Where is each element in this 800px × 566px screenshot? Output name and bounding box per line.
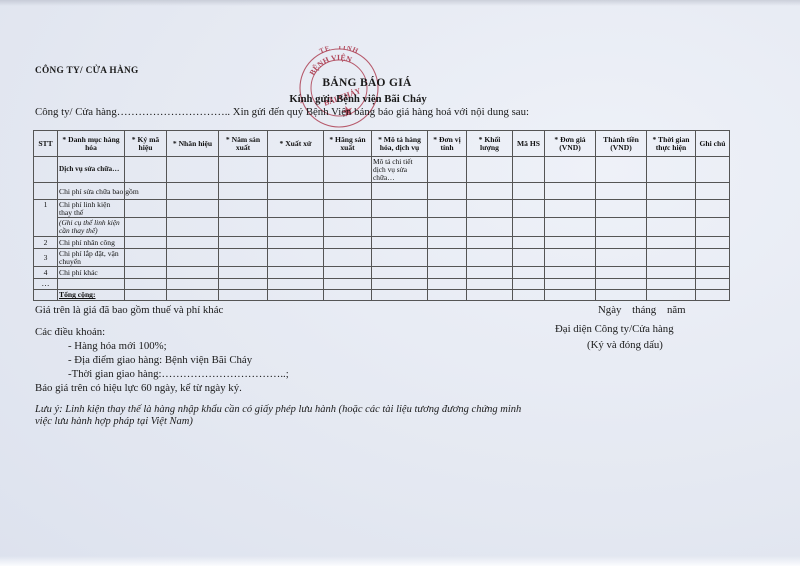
svg-text:Y: Y [299,98,306,104]
svg-text:BÃI CHÁY: BÃI CHÁY [322,85,362,108]
